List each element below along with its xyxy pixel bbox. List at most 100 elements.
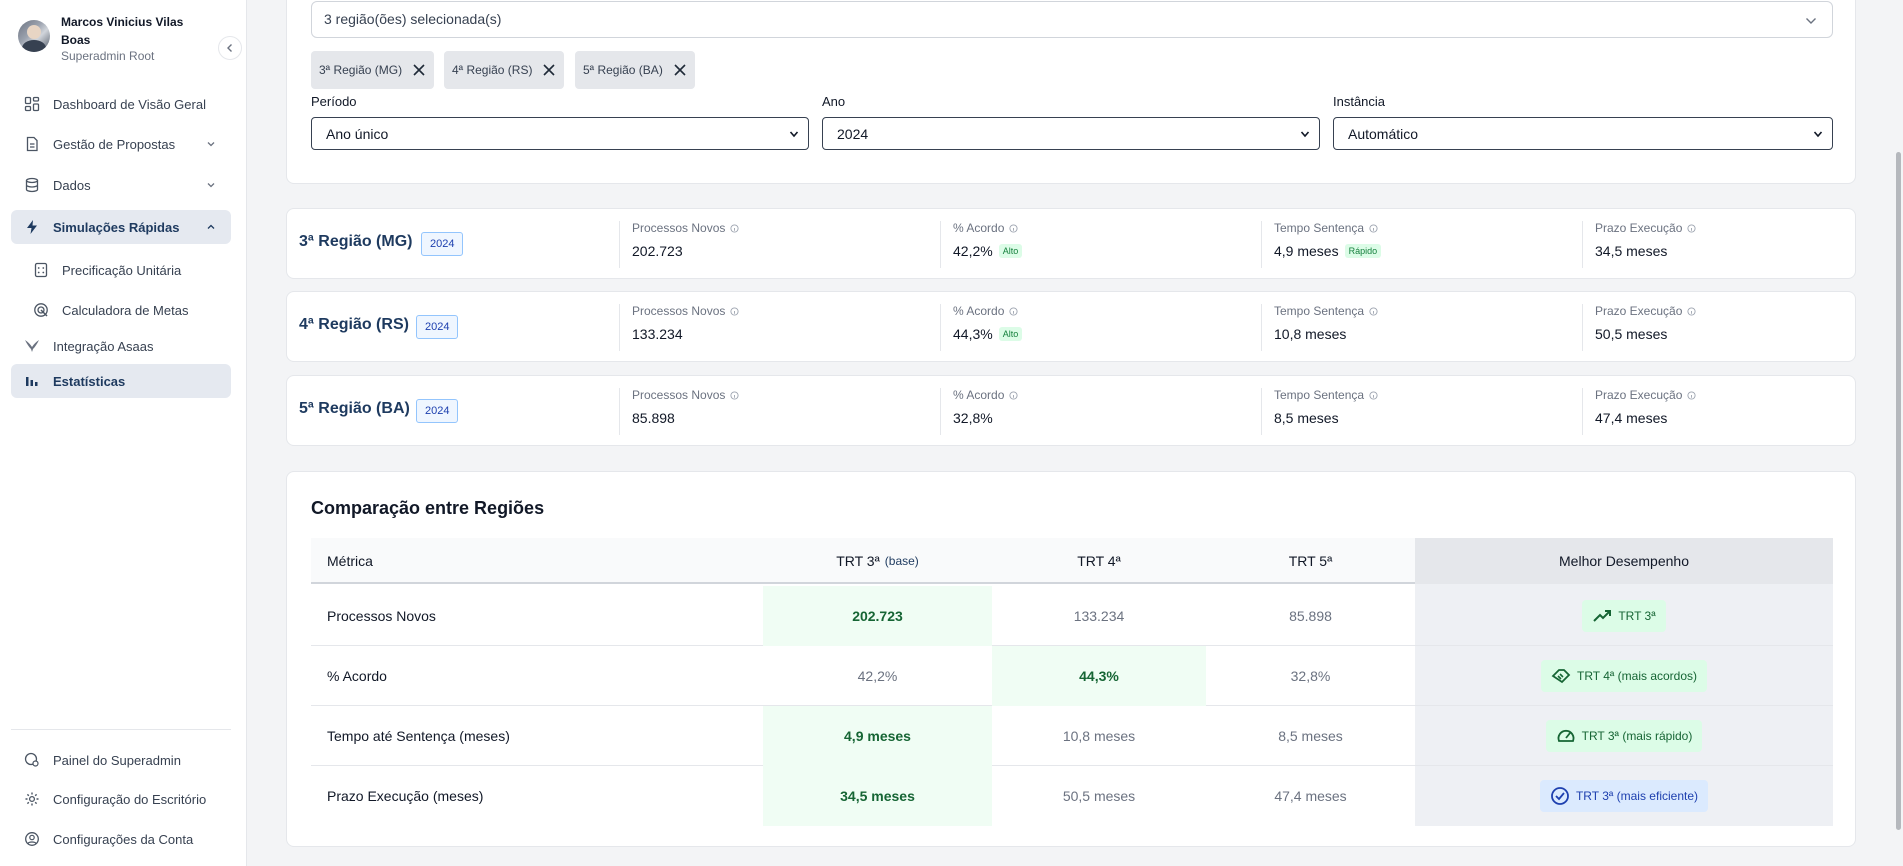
chevron-down-icon [207,183,215,188]
info-icon[interactable] [1687,306,1696,316]
metric-value: 42,2% [953,243,993,259]
metric-prazo: Prazo Execução 34,5 meses [1582,221,1852,268]
close-icon[interactable] [673,63,687,77]
cell-trt5: 32,8% [1290,668,1331,684]
info-icon[interactable] [1369,223,1378,233]
metric-label: Prazo Execução [1595,388,1683,402]
table-row: Processos Novos 202.723 133.234 85.898 T… [311,586,1833,646]
column-header-label: TRT 3ª [836,553,880,569]
sidebar-item-label: Integração Asaas [53,338,154,354]
sidebar-item-propostas[interactable]: Gestão de Propostas [11,127,231,161]
metric-tempo: Tempo Sentença 10,8 meses [1261,304,1581,351]
metric-acordo: % Acordo 42,2% Alto [940,221,1260,268]
info-icon[interactable] [1369,306,1378,316]
info-icon[interactable] [730,306,739,316]
status-badge: Rápido [1344,244,1382,258]
region-multiselect[interactable]: 3 região(ões) selecionada(s) [311,1,1833,38]
chip-label: 4ª Região (RS) [452,63,533,77]
sidebar-item-metas[interactable]: Calculadora de Metas [20,293,231,327]
sidebar-item-label: Gestão de Propostas [53,136,176,152]
avatar[interactable] [18,20,50,52]
cell-trt4: 10,8 meses [1062,728,1136,744]
sidebar-item-painel-superadmin[interactable]: Painel do Superadmin [11,743,231,777]
region-chip: 3ª Região (MG) [311,51,435,89]
year-badge: 2024 [421,232,464,256]
info-icon[interactable] [730,390,739,400]
column-header-trt4: TRT 4ª [1077,553,1121,569]
asaas-icon [23,337,41,355]
info-icon[interactable] [730,223,739,233]
metric-acordo: % Acordo 44,3% Alto [940,304,1260,351]
base-badge: (base) [884,554,919,568]
lightning-icon [23,218,41,236]
region-summary-card: 4ª Região (RS) 2024 Processos Novos 133.… [286,291,1856,362]
scrollbar-thumb[interactable] [1896,152,1901,830]
metric-label: Tempo Sentença [1274,221,1365,235]
sidebar-item-label: Simulações Rápidas [53,219,180,235]
table-row: % Acordo 42,2% 44,3% 32,8% TRT 4ª (mais … [311,646,1833,706]
instancia-select[interactable]: Automático [1333,117,1833,150]
cell-metric: % Acordo [327,668,387,684]
sidebar-item-simulacoes[interactable]: Simulações Rápidas [11,210,231,244]
speedometer-icon [1557,729,1575,742]
metric-value: 10,8 meses [1274,326,1347,342]
info-icon[interactable] [1009,390,1018,400]
sidebar-item-dados[interactable]: Dados [11,168,231,202]
cell-trt3: 42,2% [857,668,898,684]
close-icon[interactable] [542,63,556,77]
close-icon[interactable] [412,63,426,77]
cell-metric: Prazo Execução (meses) [327,788,484,804]
cell-best: TRT 3ª (mais eficiente) [1415,766,1833,826]
chevron-down-icon [1806,18,1816,24]
metric-label: Processos Novos [632,221,726,235]
column-header-trt3: TRT 3ª (base) [763,538,992,584]
ano-label: Ano [822,94,846,109]
metric-processos: Processos Novos 133.234 [619,304,939,351]
cell-best: TRT 4ª (mais acordos) [1415,646,1833,706]
year-badge: 2024 [416,399,459,423]
metric-label: Prazo Execução [1595,304,1683,318]
table-row: Prazo Execução (meses) 34,5 meses 50,5 m… [311,766,1833,826]
metric-label: Tempo Sentença [1274,388,1365,402]
sidebar-item-config-escritorio[interactable]: Configuração do Escritório [11,782,231,816]
best-performance-badge: TRT 3ª (mais rápido) [1545,720,1703,752]
metric-value: 32,8% [953,410,993,426]
metric-label: Prazo Execução [1595,221,1683,235]
metric-label: Processos Novos [632,304,726,318]
metric-label: Processos Novos [632,388,726,402]
info-icon[interactable] [1009,223,1018,233]
info-icon[interactable] [1687,223,1696,233]
collapse-sidebar-button[interactable] [218,36,242,60]
ano-select-value: 2024 [837,126,869,142]
column-header-metric: Métrica [327,553,373,569]
metric-value: 47,4 meses [1595,410,1668,426]
region-summary-card: 3ª Região (MG) 2024 Processos Novos 202.… [286,208,1856,279]
info-icon[interactable] [1369,390,1378,400]
metric-label: % Acordo [953,221,1005,235]
sidebar-item-precificacao[interactable]: Precificação Unitária [20,253,231,287]
metric-value: 4,9 meses [1274,243,1339,259]
table-header: Métrica TRT 3ª (base) TRT 4ª TRT 5ª Melh… [311,538,1833,584]
periodo-select[interactable]: Ano único [311,117,809,150]
sidebar-item-dashboard[interactable]: Dashboard de Visão Geral [11,87,231,121]
info-icon[interactable] [1009,306,1018,316]
admin-icon [23,751,41,769]
info-icon[interactable] [1687,390,1696,400]
sidebar-item-asaas[interactable]: Integração Asaas [11,329,231,363]
cell-metric: Tempo até Sentença (meses) [327,728,510,744]
user-name: Marcos Vinicius Vilas Boas [61,15,184,47]
sidebar-item-config-conta[interactable]: Configurações da Conta [11,822,231,856]
sidebar-item-estatisticas[interactable]: Estatísticas [11,364,231,398]
metric-value: 34,5 meses [1595,243,1668,259]
cell-trt5: 85.898 [1289,608,1332,624]
best-label: TRT 4ª (mais acordos) [1576,669,1698,683]
cell-trt4: 50,5 meses [1062,788,1136,804]
comparison-title: Comparação entre Regiões [311,498,545,518]
gear-icon [23,790,41,808]
periodo-select-value: Ano único [326,126,389,142]
status-badge: Alto [998,327,1023,341]
ano-select[interactable]: 2024 [822,117,1320,150]
cell-trt3: 34,5 meses [763,766,992,826]
best-label: TRT 3ª (mais eficiente) [1575,789,1699,803]
handshake-icon [1551,669,1571,684]
